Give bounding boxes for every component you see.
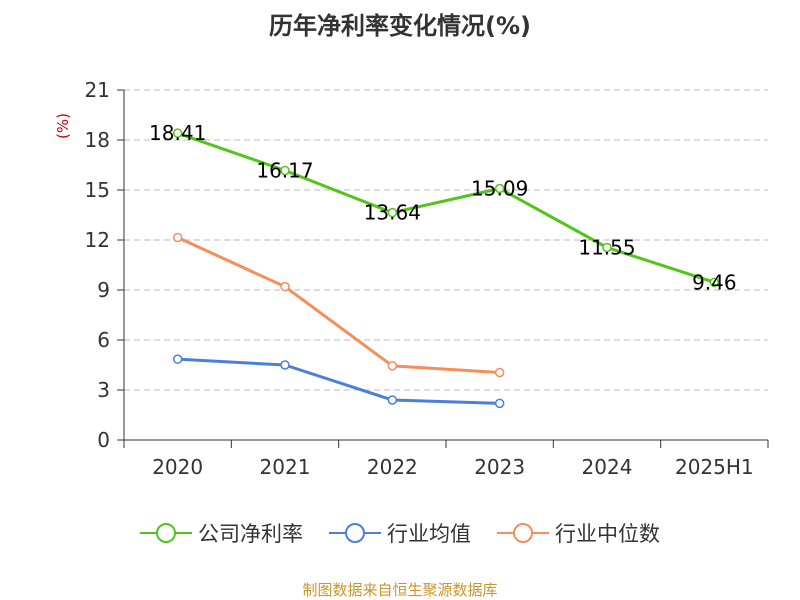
gridlines [124,89,768,391]
legend-label-company: 公司净利率 [198,522,303,546]
y-tick-label: 0 [97,428,110,452]
series-line [177,236,500,374]
x-tick-label: 2025H1 [675,455,754,479]
legend-swatch-industry-median [497,523,549,543]
data-point [494,398,505,409]
x-tick-label: 2021 [260,455,311,479]
source-note: 制图数据来自恒生聚源数据库 [302,581,498,599]
legend-item-industry-mean[interactable]: 行业均值 [329,518,471,548]
y-tick-label: 3 [97,378,110,402]
legend-swatch-industry-mean [329,523,381,543]
x-tick-label: 2020 [152,455,203,479]
data-point [387,207,398,218]
y-tick-label: 21 [85,78,110,102]
data-label: 13.64 [364,201,421,225]
data-point [172,354,183,364]
legend: 公司净利率 行业均值 行业中位数 [0,518,800,548]
y-tick-label: 18 [85,128,110,152]
legend-item-industry-median[interactable]: 行业中位数 [497,518,660,548]
legend-swatch-company [140,523,192,543]
chart-title: 历年净利率变化情况(%) [269,12,531,40]
data-label: 16.17 [256,159,313,183]
data-point [172,232,183,243]
data-point [280,165,290,176]
data-point [387,361,398,371]
data-label: 15.09 [471,177,528,201]
data-point [494,367,505,378]
data-labels: 18.41 16.17 13.64 15.09 11.55 9.46 [149,121,737,294]
data-label: 9.46 [692,270,737,294]
y-tick-label: 6 [97,328,110,352]
axes: 0 3 6 9 12 15 18 21 2020 2021 2022 2023 2024 2025H1 (%… [54,78,769,479]
data-label: 11.55 [578,236,635,260]
y-tick-label: 12 [85,228,110,252]
legend-label-industry-mean: 行业均值 [387,522,471,546]
data-point [709,277,720,288]
legend-label-industry-median: 行业中位数 [555,522,660,546]
data-point [387,395,398,405]
data-label: 18.41 [149,121,206,145]
y-axis-label: (%) [54,113,72,139]
y-tick-label: 9 [97,278,110,302]
data-point [280,360,290,370]
x-tick-label: 2024 [582,455,633,479]
series-lines [172,128,720,409]
data-point [494,183,505,194]
data-point [602,242,612,253]
x-tick-label: 2023 [474,455,525,479]
data-point [172,128,183,138]
series-line [177,131,715,284]
series-line [177,357,500,405]
x-tick-label: 2022 [367,455,418,479]
data-point [280,281,290,292]
y-tick-label: 15 [85,178,110,202]
legend-item-company[interactable]: 公司净利率 [140,518,303,548]
